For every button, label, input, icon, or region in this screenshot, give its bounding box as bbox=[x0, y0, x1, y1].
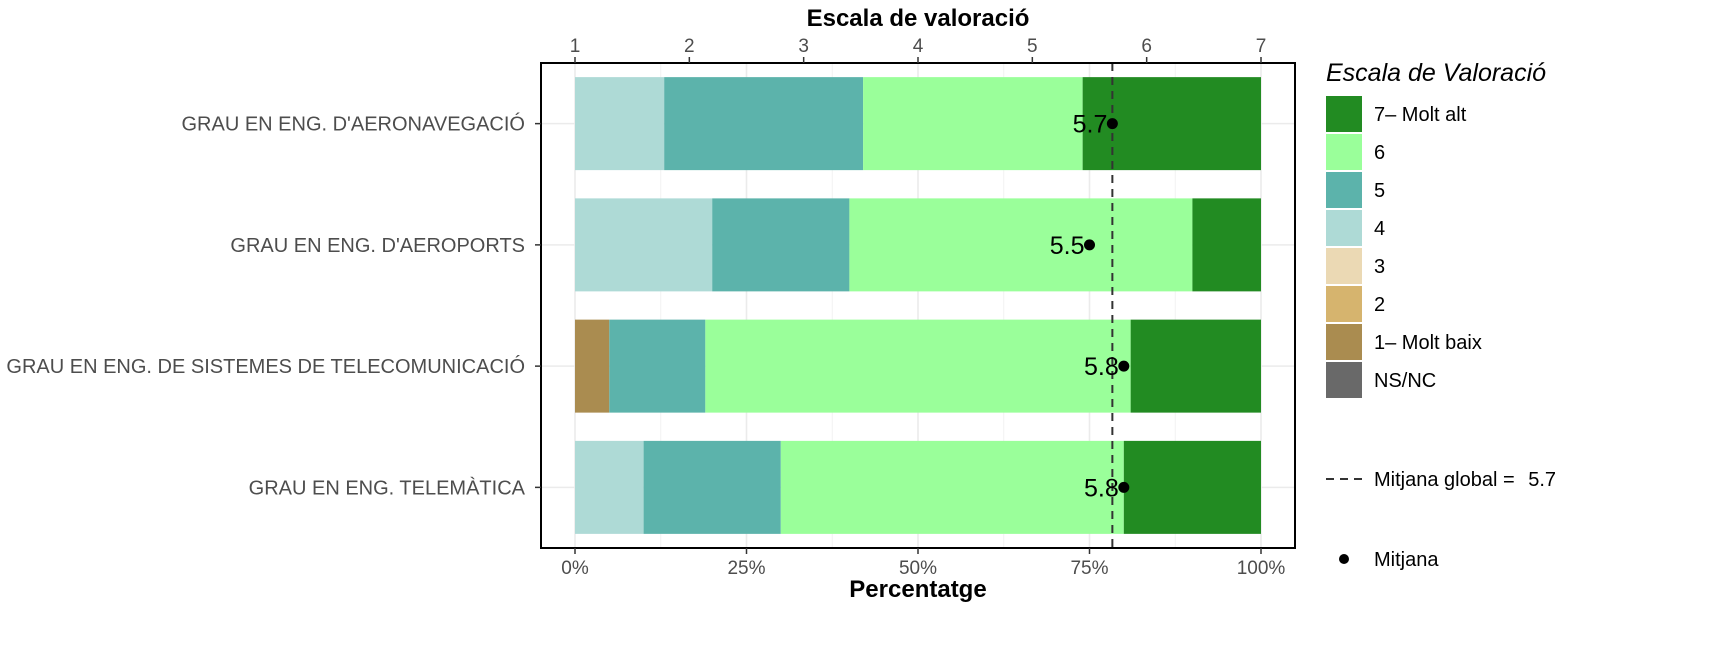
bar-segment bbox=[664, 77, 864, 171]
mean-label: 5.8 bbox=[1084, 353, 1119, 381]
legend-key bbox=[1326, 286, 1362, 322]
top-tick-label: 3 bbox=[798, 36, 809, 57]
mean-point bbox=[1118, 481, 1130, 493]
legend-key bbox=[1326, 134, 1362, 170]
legend-items: 7– Molt alt 6 5 4 3 2 1– Molt baix NS/NC bbox=[1326, 96, 1482, 398]
bar-segment bbox=[575, 440, 644, 534]
mean-label: 5.5 bbox=[1050, 232, 1085, 260]
bar-segment bbox=[575, 319, 610, 413]
top-tick-label: 7 bbox=[1256, 36, 1267, 57]
legend-key bbox=[1326, 172, 1362, 208]
legend-mean-dot bbox=[1339, 554, 1349, 564]
mean-label: 5.7 bbox=[1073, 111, 1108, 139]
legend-key bbox=[1326, 248, 1362, 284]
legend-item-label: 4 bbox=[1374, 218, 1385, 240]
top-tick-label: 1 bbox=[570, 36, 581, 57]
bar-segment bbox=[849, 198, 1193, 292]
legend-item-label: 2 bbox=[1374, 294, 1385, 316]
mean-point bbox=[1084, 239, 1095, 251]
legend-item-label: 5 bbox=[1374, 180, 1385, 202]
top-tick-label: 4 bbox=[913, 36, 924, 57]
x-tick-label: 25% bbox=[727, 558, 765, 579]
legend-key bbox=[1326, 324, 1362, 360]
mean-point bbox=[1106, 118, 1118, 130]
x-tick-label: 100% bbox=[1237, 558, 1286, 579]
bar-segment bbox=[575, 198, 713, 292]
legend-item-label: 1– Molt baix bbox=[1374, 332, 1482, 354]
bar-segment bbox=[780, 440, 1124, 534]
axes-layer: GRAU EN ENG. D'AERONAVEGACIÓ GRAU EN ENG.… bbox=[6, 36, 1285, 579]
x-tick-label: 50% bbox=[899, 558, 937, 579]
overlay-layer: 5.7 5.5 5.8 5.8 bbox=[1050, 63, 1130, 548]
legend-key bbox=[1326, 362, 1362, 398]
x-axis-title: Percentatge bbox=[849, 576, 986, 603]
x-tick-label: 75% bbox=[1070, 558, 1108, 579]
category-label: GRAU EN ENG. D'AEROPORTS bbox=[230, 235, 525, 257]
legend-title: Escala de Valoració bbox=[1326, 59, 1546, 87]
top-tick-label: 5 bbox=[1027, 36, 1038, 57]
legend-item-label: 6 bbox=[1374, 142, 1385, 164]
legend-key bbox=[1326, 210, 1362, 246]
bar-segment bbox=[1130, 319, 1261, 413]
legend-mean-label: Mitjana bbox=[1374, 549, 1439, 571]
bar-segment bbox=[609, 319, 706, 413]
bar-segment bbox=[1192, 198, 1261, 292]
bar-segment bbox=[863, 77, 1083, 171]
legend-global-mean-label: Mitjana global = 5.7 bbox=[1374, 469, 1556, 491]
bar-segment bbox=[705, 319, 1131, 413]
category-label: GRAU EN ENG. DE SISTEMES DE TELECOMUNICA… bbox=[6, 355, 525, 378]
mean-point bbox=[1118, 360, 1130, 372]
legend-item-label: 7– Molt alt bbox=[1374, 104, 1467, 126]
top-tick-label: 2 bbox=[684, 36, 695, 57]
bar-segment bbox=[643, 440, 781, 534]
top-tick-label: 6 bbox=[1141, 36, 1152, 57]
category-label: GRAU EN ENG. D'AERONAVEGACIÓ bbox=[181, 113, 525, 136]
legend-key bbox=[1326, 96, 1362, 132]
legend-item-label: 3 bbox=[1374, 256, 1385, 278]
x-tick-label: 0% bbox=[561, 558, 589, 579]
bar-segment bbox=[712, 198, 850, 292]
category-label: GRAU EN ENG. TELEMÀTICA bbox=[249, 476, 526, 499]
bar-segment bbox=[1123, 440, 1261, 534]
legend: Escala de Valoració 7– Molt alt 6 5 4 3 2 1– M… bbox=[1326, 59, 1556, 571]
legend-item-label: NS/NC bbox=[1374, 370, 1436, 392]
mean-label: 5.8 bbox=[1084, 474, 1119, 502]
top-axis-title: Escala de valoració bbox=[807, 5, 1030, 32]
bar-segment bbox=[575, 77, 665, 171]
